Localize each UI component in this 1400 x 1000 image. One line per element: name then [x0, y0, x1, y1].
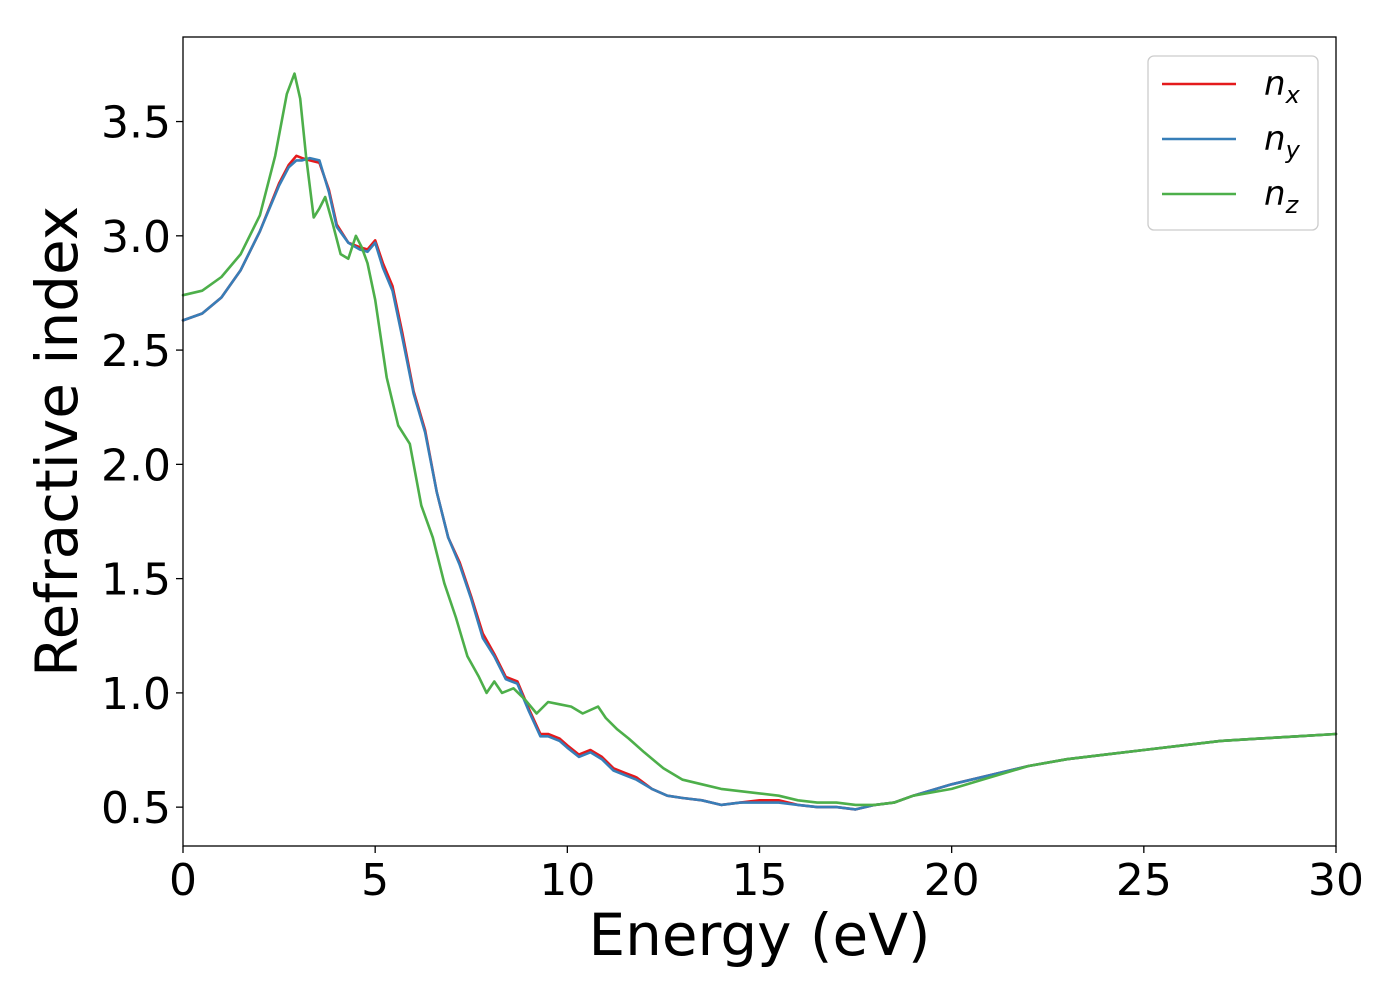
x-tick-label: 5: [361, 855, 389, 906]
ticks-layer: 0 5 10 15 20 25 30 0.5 1.0 1.5 2.0 2.5 3.0 3.5: [101, 98, 1364, 906]
series-layer: [181, 72, 1338, 811]
x-tick-label: 15: [732, 855, 788, 906]
y-tick-label: 3.0: [101, 212, 171, 263]
y-tick-label: 2.0: [101, 440, 171, 491]
y-tick-label: 3.5: [101, 98, 171, 149]
series-line-nz: [181, 72, 1338, 807]
x-tick-label: 25: [1116, 855, 1172, 906]
x-tick-label: 20: [924, 855, 980, 906]
y-tick-label: 1.0: [101, 669, 171, 720]
legend-box: [1147, 55, 1319, 231]
y-tick-label: 1.5: [101, 555, 171, 606]
x-tick-label: 0: [169, 855, 197, 906]
y-tick-label: 0.5: [101, 783, 171, 834]
x-axis-label: Energy (eV): [588, 901, 930, 969]
x-tick-label: 10: [539, 855, 595, 906]
y-axis-label: Refractive index: [23, 206, 91, 677]
y-tick-label: 2.5: [101, 326, 171, 377]
x-tick-label: 30: [1308, 855, 1364, 906]
